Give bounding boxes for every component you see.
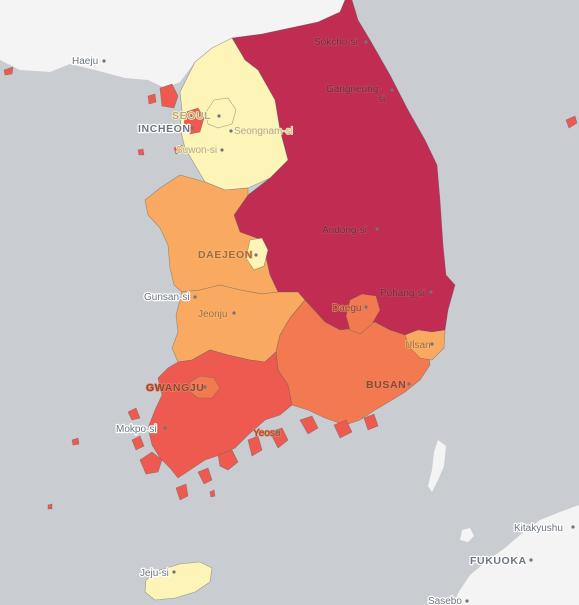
label-gangneung-1: Gangneung- <box>326 84 382 95</box>
island-south-14[interactable] <box>209 489 216 498</box>
label-yeosu: Yeosu <box>253 428 280 439</box>
dot-yeosu <box>275 430 279 434</box>
label-daegu: Daegu <box>332 303 361 314</box>
island-south-5[interactable] <box>197 467 213 485</box>
dot-sokcho <box>364 40 368 44</box>
island-south-2[interactable] <box>131 435 145 451</box>
dot-seoul <box>217 114 221 118</box>
label-pohang: Pohang-si <box>380 288 425 299</box>
tsushima-island <box>428 440 446 492</box>
city-dots <box>102 40 575 603</box>
island-south-7[interactable] <box>247 435 263 457</box>
north-korea-land <box>0 0 345 88</box>
label-daejeon: DAEJEON <box>198 249 253 261</box>
island-south-11[interactable] <box>363 413 379 431</box>
island-incheon-2[interactable] <box>147 93 157 105</box>
island-east-1[interactable] <box>565 115 578 129</box>
dot-incheon <box>190 126 194 130</box>
island-incheon-3[interactable] <box>173 144 185 155</box>
island-south-1[interactable] <box>139 451 163 475</box>
dot-suwon <box>220 148 224 152</box>
label-gangneung-2: si <box>378 94 385 105</box>
label-sasebo: Sasebo <box>428 596 462 605</box>
label-suwon: Suwon-si <box>176 145 217 156</box>
dot-haeju <box>102 59 106 63</box>
dot-mokpo <box>163 426 167 430</box>
japan-land <box>452 505 579 605</box>
dot-jeonju <box>232 311 236 315</box>
dot-andong <box>375 227 379 231</box>
island-south-8[interactable] <box>269 427 289 449</box>
dot-gwangju <box>203 385 207 389</box>
dot-daejeon <box>254 253 258 257</box>
label-jeonju: Jeonju <box>198 309 227 320</box>
island-incheon-4[interactable] <box>137 148 145 156</box>
labels: Haeju Sokcho-si Gangneung- si SEOUL INCH… <box>71 36 564 605</box>
dot-sasebo <box>465 599 469 603</box>
dot-daegu <box>364 305 368 309</box>
label-mokpo: Mokpo-si <box>116 424 157 435</box>
island-south-10[interactable] <box>333 419 353 439</box>
island-south-9[interactable] <box>299 415 319 435</box>
label-gunsan: Gunsan-si <box>144 292 190 303</box>
island-nw-1[interactable] <box>3 66 14 76</box>
region-jeju[interactable] <box>144 561 213 601</box>
region-seoul[interactable] <box>205 97 237 129</box>
region-incheon[interactable] <box>183 107 205 135</box>
dot-seongnam <box>229 129 233 133</box>
label-seongnam: Seongnam-si <box>234 126 293 137</box>
dot-fukuoka <box>529 558 533 562</box>
island-south-13[interactable] <box>47 503 53 510</box>
label-sokcho: Sokcho-si <box>314 37 358 48</box>
label-jeju: Jeju-si <box>140 568 169 579</box>
dot-kitakyushu <box>571 525 575 529</box>
label-gwangju: GWANGJU <box>146 382 204 394</box>
label-busan: BUSAN <box>366 379 406 391</box>
label-ulsan: Ulsan <box>405 340 431 351</box>
label-fukuoka: FUKUOKA <box>470 555 527 567</box>
label-andong: Andong-si <box>322 225 367 236</box>
island-incheon-1[interactable] <box>159 83 179 109</box>
island-south-6[interactable] <box>217 449 239 471</box>
dot-busan <box>407 382 411 386</box>
dot-pohang <box>429 290 433 294</box>
region-ulsan[interactable] <box>404 329 446 361</box>
dot-jeju <box>172 570 176 574</box>
region-daegu[interactable] <box>345 293 381 335</box>
label-seoul: SEOUL <box>172 110 211 122</box>
dot-ulsan <box>430 342 434 346</box>
label-incheon: INCHEON <box>138 123 191 135</box>
island-south-12[interactable] <box>71 437 80 446</box>
label-haeju: Haeju <box>72 56 98 67</box>
dot-gunsan <box>193 295 197 299</box>
island-south-3[interactable] <box>127 407 141 421</box>
region-jeonnam[interactable] <box>147 349 293 479</box>
dot-gangneung <box>390 88 394 92</box>
island-south-4[interactable] <box>175 483 189 501</box>
iki-island <box>460 528 474 542</box>
label-kitakyushu: Kitakyushu <box>514 523 563 534</box>
